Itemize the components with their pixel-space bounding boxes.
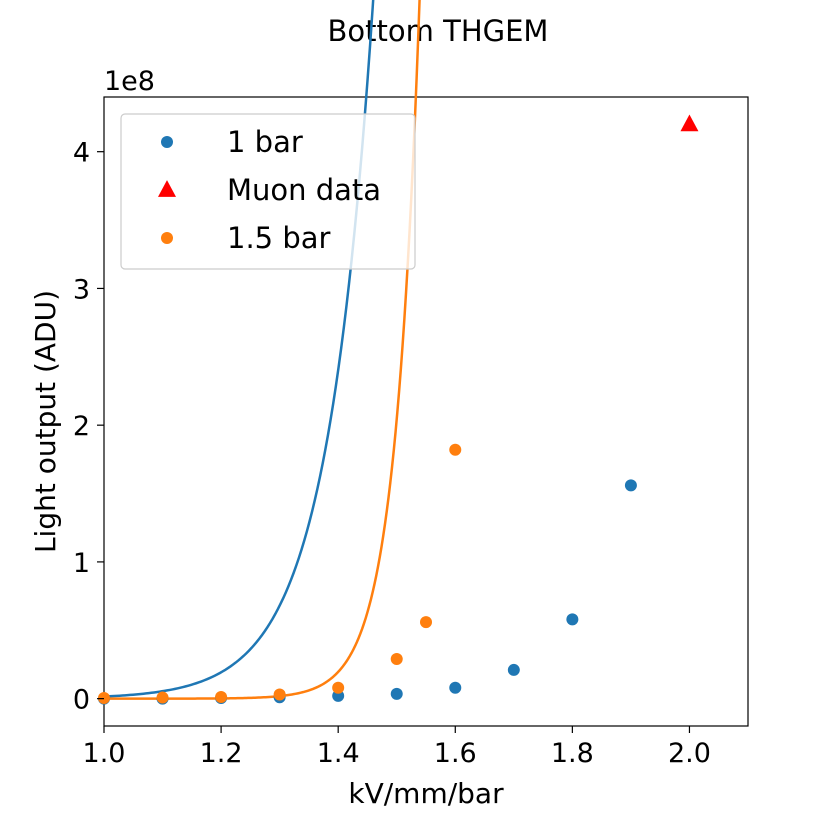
data-point xyxy=(156,691,169,704)
y-tick-label: 0 xyxy=(73,685,90,716)
y-tick-label: 1 xyxy=(73,548,90,579)
y-tick-label: 2 xyxy=(73,411,90,442)
data-point xyxy=(390,687,403,700)
fit-line xyxy=(103,0,375,698)
data-point xyxy=(98,691,110,704)
data-point xyxy=(449,681,462,694)
y-axis: 0 1 2 3 4 xyxy=(73,138,104,716)
x-axis: 1.0 1.2 1.4 1.6 1.8 2.0 xyxy=(83,726,711,769)
x-tick-label: 1.0 xyxy=(83,738,126,769)
data-point xyxy=(332,689,345,702)
data-point xyxy=(273,688,286,701)
legend-marker xyxy=(161,232,173,244)
legend-marker xyxy=(161,136,173,148)
data-point xyxy=(566,613,579,626)
plot-area xyxy=(103,96,749,727)
x-tick-label: 1.2 xyxy=(200,738,243,769)
legend-label: Muon data xyxy=(227,173,381,207)
fit-lines xyxy=(103,0,421,700)
legend-label: 1 bar xyxy=(227,125,303,159)
data-point xyxy=(624,479,637,492)
data-point xyxy=(215,691,228,704)
data-points xyxy=(98,114,699,705)
x-axis-label: kV/mm/bar xyxy=(348,777,504,810)
data-point xyxy=(332,681,345,694)
legend: 1 bar Muon data 1.5 bar xyxy=(120,113,416,270)
y-tick-label: 4 xyxy=(73,138,90,169)
x-tick-label: 1.4 xyxy=(317,738,360,769)
chart-title: Bottom THGEM xyxy=(328,14,549,48)
legend-label: 1.5 bar xyxy=(227,221,331,255)
x-tick-label: 1.8 xyxy=(551,738,594,769)
x-tick-label: 2.0 xyxy=(668,738,711,769)
fit-line xyxy=(104,0,421,700)
data-point xyxy=(390,652,403,665)
data-point xyxy=(420,616,432,629)
data-point xyxy=(507,663,520,676)
y-axis-label: Light output (ADU) xyxy=(29,290,62,553)
data-point xyxy=(680,114,699,132)
data-point xyxy=(449,443,462,456)
x-tick-label: 1.6 xyxy=(434,738,477,769)
legend-box xyxy=(120,113,416,270)
legend-marker xyxy=(158,180,176,197)
y-tick-label: 3 xyxy=(73,274,90,305)
y-offset-label: 1e8 xyxy=(104,66,155,97)
